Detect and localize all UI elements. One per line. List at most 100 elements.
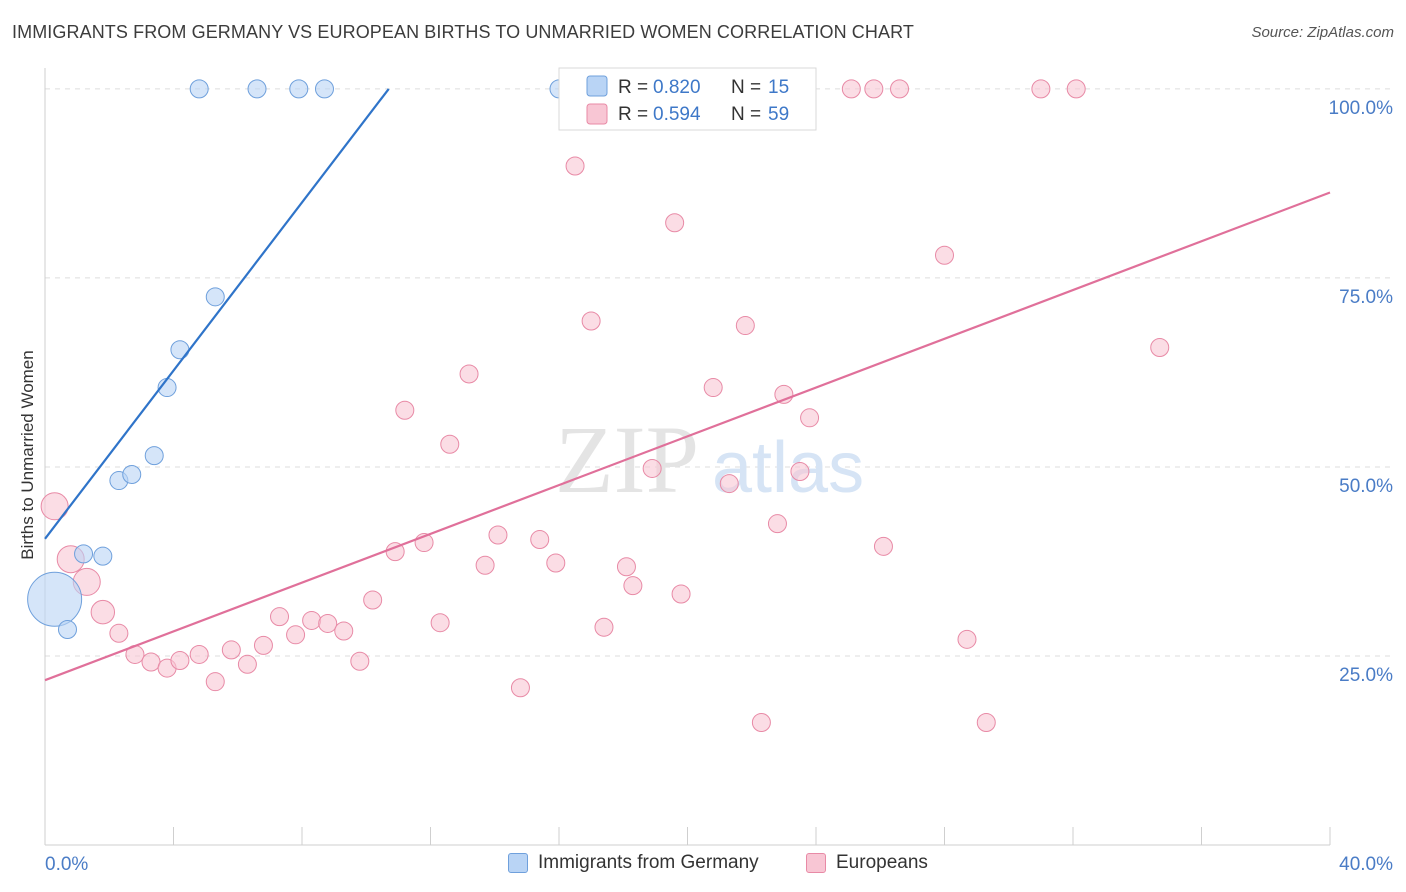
trend-lines bbox=[44, 88, 1331, 682]
y-tick-labels: 25.0% 50.0% 75.0% 100.0% bbox=[1329, 98, 1394, 686]
x-tick-label-min: 0.0% bbox=[45, 854, 88, 875]
europeans-point bbox=[430, 613, 450, 633]
axes bbox=[44, 68, 1331, 846]
bottom-legend-label-europeans: Europeans bbox=[836, 852, 928, 873]
europeans-point bbox=[237, 654, 257, 674]
europeans-trend-line bbox=[44, 191, 1331, 682]
bottom-legend-label-germany: Immigrants from Germany bbox=[538, 852, 759, 873]
legend-r-value-1: 0.820 bbox=[653, 77, 701, 98]
y-tick-label: 25.0% bbox=[1339, 665, 1393, 686]
legend-r-value-2: 0.594 bbox=[653, 104, 701, 125]
europeans-point bbox=[440, 434, 460, 454]
europeans-point bbox=[395, 400, 415, 420]
legend-swatch-blue bbox=[586, 75, 608, 97]
germany-point bbox=[247, 79, 267, 99]
europeans-point bbox=[270, 607, 290, 627]
europeans-point bbox=[253, 635, 273, 655]
bottom-legend-swatch-pink bbox=[806, 853, 826, 873]
europeans-point bbox=[170, 651, 190, 671]
y-axis-label: Births to Unmarried Women bbox=[18, 350, 37, 559]
y-tick-label: 100.0% bbox=[1329, 98, 1394, 119]
germany-point bbox=[170, 340, 190, 360]
europeans-point bbox=[790, 461, 810, 481]
europeans-point bbox=[459, 364, 479, 384]
europeans-point bbox=[735, 316, 755, 336]
bottom-legend-swatch-blue bbox=[508, 853, 528, 873]
europeans-point bbox=[864, 79, 884, 99]
europeans-point bbox=[302, 610, 322, 630]
europeans-point bbox=[623, 576, 643, 596]
europeans-point bbox=[334, 621, 354, 641]
legend-r-label-1: R = bbox=[618, 77, 648, 98]
germany-point bbox=[205, 287, 225, 307]
germany-point bbox=[289, 79, 309, 99]
europeans-point bbox=[703, 378, 723, 398]
legend-swatch-pink bbox=[586, 103, 608, 125]
germany-point bbox=[27, 571, 83, 627]
europeans-point bbox=[800, 408, 820, 428]
legend-n-value-1: 15 bbox=[768, 77, 789, 98]
europeans-point bbox=[318, 613, 338, 633]
europeans-point bbox=[363, 590, 383, 610]
europeans-point bbox=[350, 651, 370, 671]
europeans-point bbox=[221, 640, 241, 660]
germany-point bbox=[144, 446, 164, 466]
y-tick-label: 75.0% bbox=[1339, 287, 1393, 308]
europeans-point bbox=[189, 644, 209, 664]
europeans-point bbox=[873, 536, 893, 556]
europeans-point bbox=[530, 530, 550, 550]
legend: R = 0.820 N = 15 R = 0.594 N = 59 bbox=[558, 67, 817, 131]
bottom-legend-item-germany: Immigrants from Germany bbox=[508, 852, 759, 874]
x-tick-label-max: 40.0% bbox=[1339, 854, 1393, 875]
europeans-point bbox=[475, 555, 495, 575]
europeans-point bbox=[976, 713, 996, 733]
chart-title: IMMIGRANTS FROM GERMANY VS EUROPEAN BIRT… bbox=[12, 22, 914, 42]
germany-point bbox=[57, 620, 77, 640]
europeans-point bbox=[1066, 79, 1086, 99]
grid-lines bbox=[45, 88, 1395, 657]
legend-r-label-2: R = bbox=[618, 104, 648, 125]
europeans-point bbox=[286, 625, 306, 645]
europeans-point bbox=[40, 492, 69, 521]
europeans-point bbox=[751, 713, 771, 733]
europeans-point bbox=[488, 525, 508, 545]
watermark-atlas: atlas bbox=[712, 428, 864, 508]
legend-n-label-1: N = bbox=[731, 77, 761, 98]
europeans-point bbox=[546, 553, 566, 573]
europeans-point bbox=[841, 79, 861, 99]
europeans-point bbox=[890, 79, 910, 99]
europeans-point bbox=[205, 672, 225, 692]
bottom-legend-item-europeans: Europeans bbox=[806, 852, 928, 874]
x-tick-labels: 0.0% 40.0% bbox=[45, 854, 1393, 875]
europeans-point bbox=[642, 458, 662, 478]
europeans-point bbox=[565, 156, 585, 176]
europeans-point bbox=[594, 617, 614, 637]
europeans-point bbox=[665, 213, 685, 233]
europeans-point bbox=[616, 557, 636, 577]
europeans-point bbox=[510, 678, 530, 698]
source-label: Source: ZipAtlas.com bbox=[1251, 24, 1394, 41]
europeans-point bbox=[581, 311, 601, 331]
europeans-point bbox=[719, 474, 739, 494]
europeans-point bbox=[935, 245, 954, 265]
germany-points bbox=[27, 79, 569, 640]
europeans-point bbox=[957, 629, 977, 649]
europeans-point bbox=[1031, 79, 1051, 99]
germany-point bbox=[189, 79, 209, 99]
germany-point bbox=[314, 79, 334, 99]
europeans-point bbox=[109, 623, 129, 643]
germany-point bbox=[74, 544, 94, 564]
legend-n-value-2: 59 bbox=[768, 104, 789, 125]
europeans-points bbox=[40, 79, 1170, 733]
y-tick-label: 50.0% bbox=[1339, 476, 1393, 497]
germany-trend-line bbox=[44, 88, 390, 540]
europeans-point bbox=[1150, 337, 1170, 357]
europeans-point bbox=[141, 652, 161, 672]
legend-n-label-2: N = bbox=[731, 104, 761, 125]
europeans-point bbox=[767, 514, 787, 534]
europeans-point bbox=[90, 599, 116, 625]
germany-point bbox=[122, 465, 142, 485]
germany-point bbox=[93, 546, 113, 566]
europeans-point bbox=[671, 584, 691, 604]
